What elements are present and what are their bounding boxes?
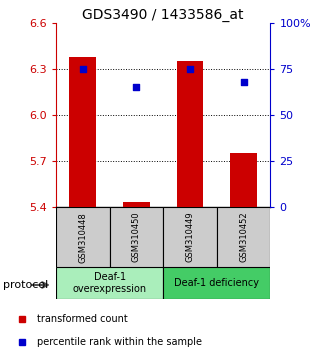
Bar	[123, 202, 150, 207]
Bar	[230, 153, 257, 207]
Bar	[163, 207, 217, 267]
Text: GSM310450: GSM310450	[132, 212, 141, 263]
Bar	[163, 267, 270, 299]
Point	[134, 85, 139, 90]
Point	[241, 79, 246, 85]
Bar	[177, 61, 204, 207]
Bar	[56, 207, 109, 267]
Point	[80, 66, 85, 72]
Text: Deaf-1 deficiency: Deaf-1 deficiency	[174, 278, 259, 288]
Text: transformed count: transformed count	[37, 314, 128, 324]
Text: GSM310452: GSM310452	[239, 212, 248, 263]
Text: GSM310448: GSM310448	[78, 212, 87, 263]
Text: Deaf-1
overexpression: Deaf-1 overexpression	[73, 272, 147, 294]
Title: GDS3490 / 1433586_at: GDS3490 / 1433586_at	[83, 8, 244, 22]
Text: GSM310449: GSM310449	[186, 212, 195, 263]
Bar	[69, 57, 96, 207]
Text: percentile rank within the sample: percentile rank within the sample	[37, 337, 202, 347]
Bar	[56, 267, 163, 299]
Point	[188, 66, 193, 72]
Bar	[217, 207, 270, 267]
Bar	[109, 207, 163, 267]
Text: protocol: protocol	[3, 280, 48, 290]
